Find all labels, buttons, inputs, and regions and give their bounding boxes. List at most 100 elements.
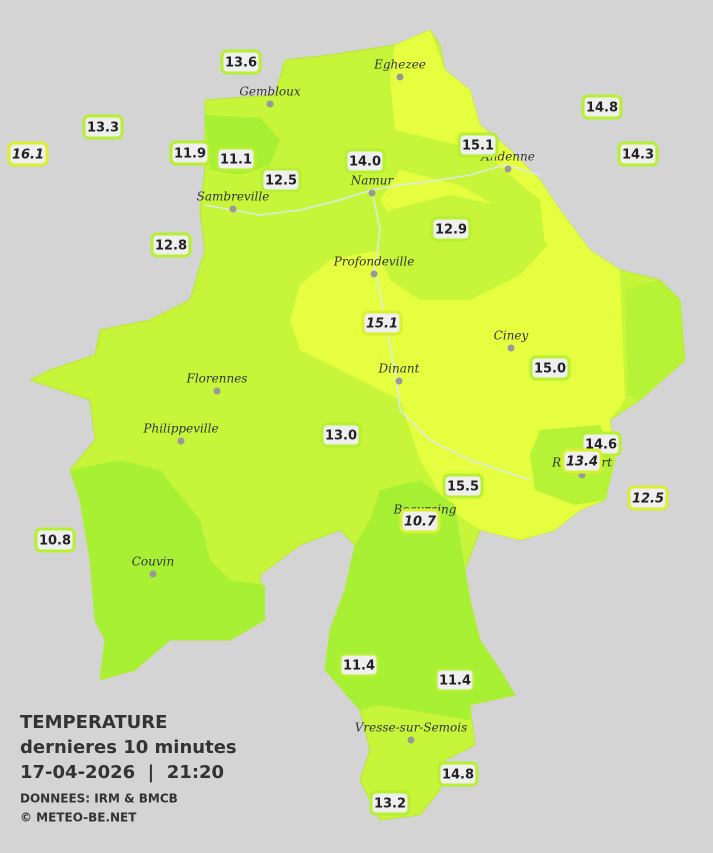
station-value: 12.9 [435, 223, 467, 238]
station: 15.5 [442, 473, 484, 499]
station-value: 13.0 [325, 429, 357, 444]
station: 13.2 [369, 790, 411, 816]
station: 16.1 [7, 141, 49, 167]
station-box [320, 422, 362, 448]
city-dot [407, 736, 415, 744]
legend-source: DONNEES: IRM & BMCB [20, 792, 178, 806]
station: 12.9 [430, 216, 472, 242]
city-label: Sambreville [197, 190, 270, 204]
station: 12.8 [150, 232, 192, 258]
station: 12.5 [627, 485, 669, 511]
station-value: 11.1 [220, 153, 252, 168]
station-box [437, 761, 479, 787]
city-dot [396, 73, 404, 81]
city-label: Gembloux [239, 85, 301, 99]
city-label: Florennes [186, 372, 248, 386]
station-box [344, 148, 386, 174]
station-box [430, 216, 472, 242]
station-box [7, 141, 49, 167]
station: 11.9 [169, 140, 211, 166]
station-box [457, 132, 499, 158]
station: 12.5 [260, 167, 302, 193]
legend-subtitle: dernieres 10 minutes [20, 737, 237, 758]
station: 13.4 [561, 448, 603, 474]
station: 13.0 [320, 422, 362, 448]
city-dot [504, 165, 512, 173]
station-value: 12.5 [265, 174, 297, 189]
station-box [442, 473, 484, 499]
station: 11.1 [215, 146, 257, 172]
station: 14.3 [617, 141, 659, 167]
river [204, 164, 541, 481]
station: 11.4 [338, 652, 380, 678]
station: 13.6 [220, 49, 262, 75]
station-box [369, 790, 411, 816]
station: 14.8 [581, 94, 623, 120]
station: 15.0 [529, 355, 571, 381]
station-value: 13.3 [87, 121, 119, 136]
city-label: Philippeville [142, 422, 218, 436]
city-label: Dinant [378, 362, 420, 376]
station-value: 13.2 [374, 797, 406, 812]
station-box [338, 652, 380, 678]
station-value: 13.4 [566, 455, 598, 470]
station: 13.3 [82, 114, 124, 140]
station-value: 15.0 [534, 362, 566, 377]
city-dot [149, 570, 157, 578]
station-value: 14.8 [442, 768, 474, 783]
station-value: 14.8 [586, 101, 618, 116]
station: 14.0 [344, 148, 386, 174]
station-box [529, 355, 571, 381]
city-label: Couvin [132, 555, 174, 569]
cool-zone [375, 195, 548, 300]
city-dot [177, 437, 185, 445]
cool-zone [625, 280, 685, 400]
station-value: 14.3 [622, 148, 654, 163]
station-value: 14.0 [349, 155, 381, 170]
station-box [82, 114, 124, 140]
city-dot [266, 100, 274, 108]
city-dot [213, 387, 221, 395]
station-value: 16.1 [12, 148, 44, 163]
station: 14.8 [437, 761, 479, 787]
city-dot [507, 344, 515, 352]
station-box [399, 508, 441, 534]
station-box [34, 527, 76, 553]
legend-title: TEMPERATURE [20, 712, 167, 733]
city-label: Eghezee [373, 58, 426, 72]
city-dot [370, 270, 378, 278]
station-value: 10.7 [404, 515, 437, 530]
city-label: Namur [350, 174, 395, 188]
city-label: Profondeville [333, 255, 415, 269]
station-box [215, 146, 257, 172]
station-box [150, 232, 192, 258]
city-dot [229, 205, 237, 213]
station-box [561, 448, 603, 474]
station-box [434, 667, 476, 693]
station: 10.7 [399, 508, 441, 534]
station-value: 11.4 [439, 674, 471, 689]
station-value: 12.8 [155, 239, 187, 254]
station-value: 13.6 [225, 56, 257, 71]
city-dot [395, 377, 403, 385]
station-box [260, 167, 302, 193]
station-box [581, 94, 623, 120]
legend-copyright: © METEO-BE.NET [20, 811, 137, 825]
station-value: 11.9 [174, 147, 206, 162]
station-value: 11.4 [343, 659, 375, 674]
station-value: 15.1 [366, 317, 398, 332]
city-label: Ciney [494, 329, 529, 343]
station-box [220, 49, 262, 75]
station-value: 10.8 [39, 534, 71, 549]
station: 11.4 [434, 667, 476, 693]
station-box [361, 310, 403, 336]
station-box [169, 140, 211, 166]
station-value: 15.5 [447, 480, 479, 495]
station: 15.1 [457, 132, 499, 158]
city-label: Vresse-sur-Semois [355, 721, 468, 735]
legend-datetime: 17-04-2026 | 21:20 [20, 762, 224, 783]
station-box [617, 141, 659, 167]
cool-zone [70, 460, 265, 680]
station-box [627, 485, 669, 511]
